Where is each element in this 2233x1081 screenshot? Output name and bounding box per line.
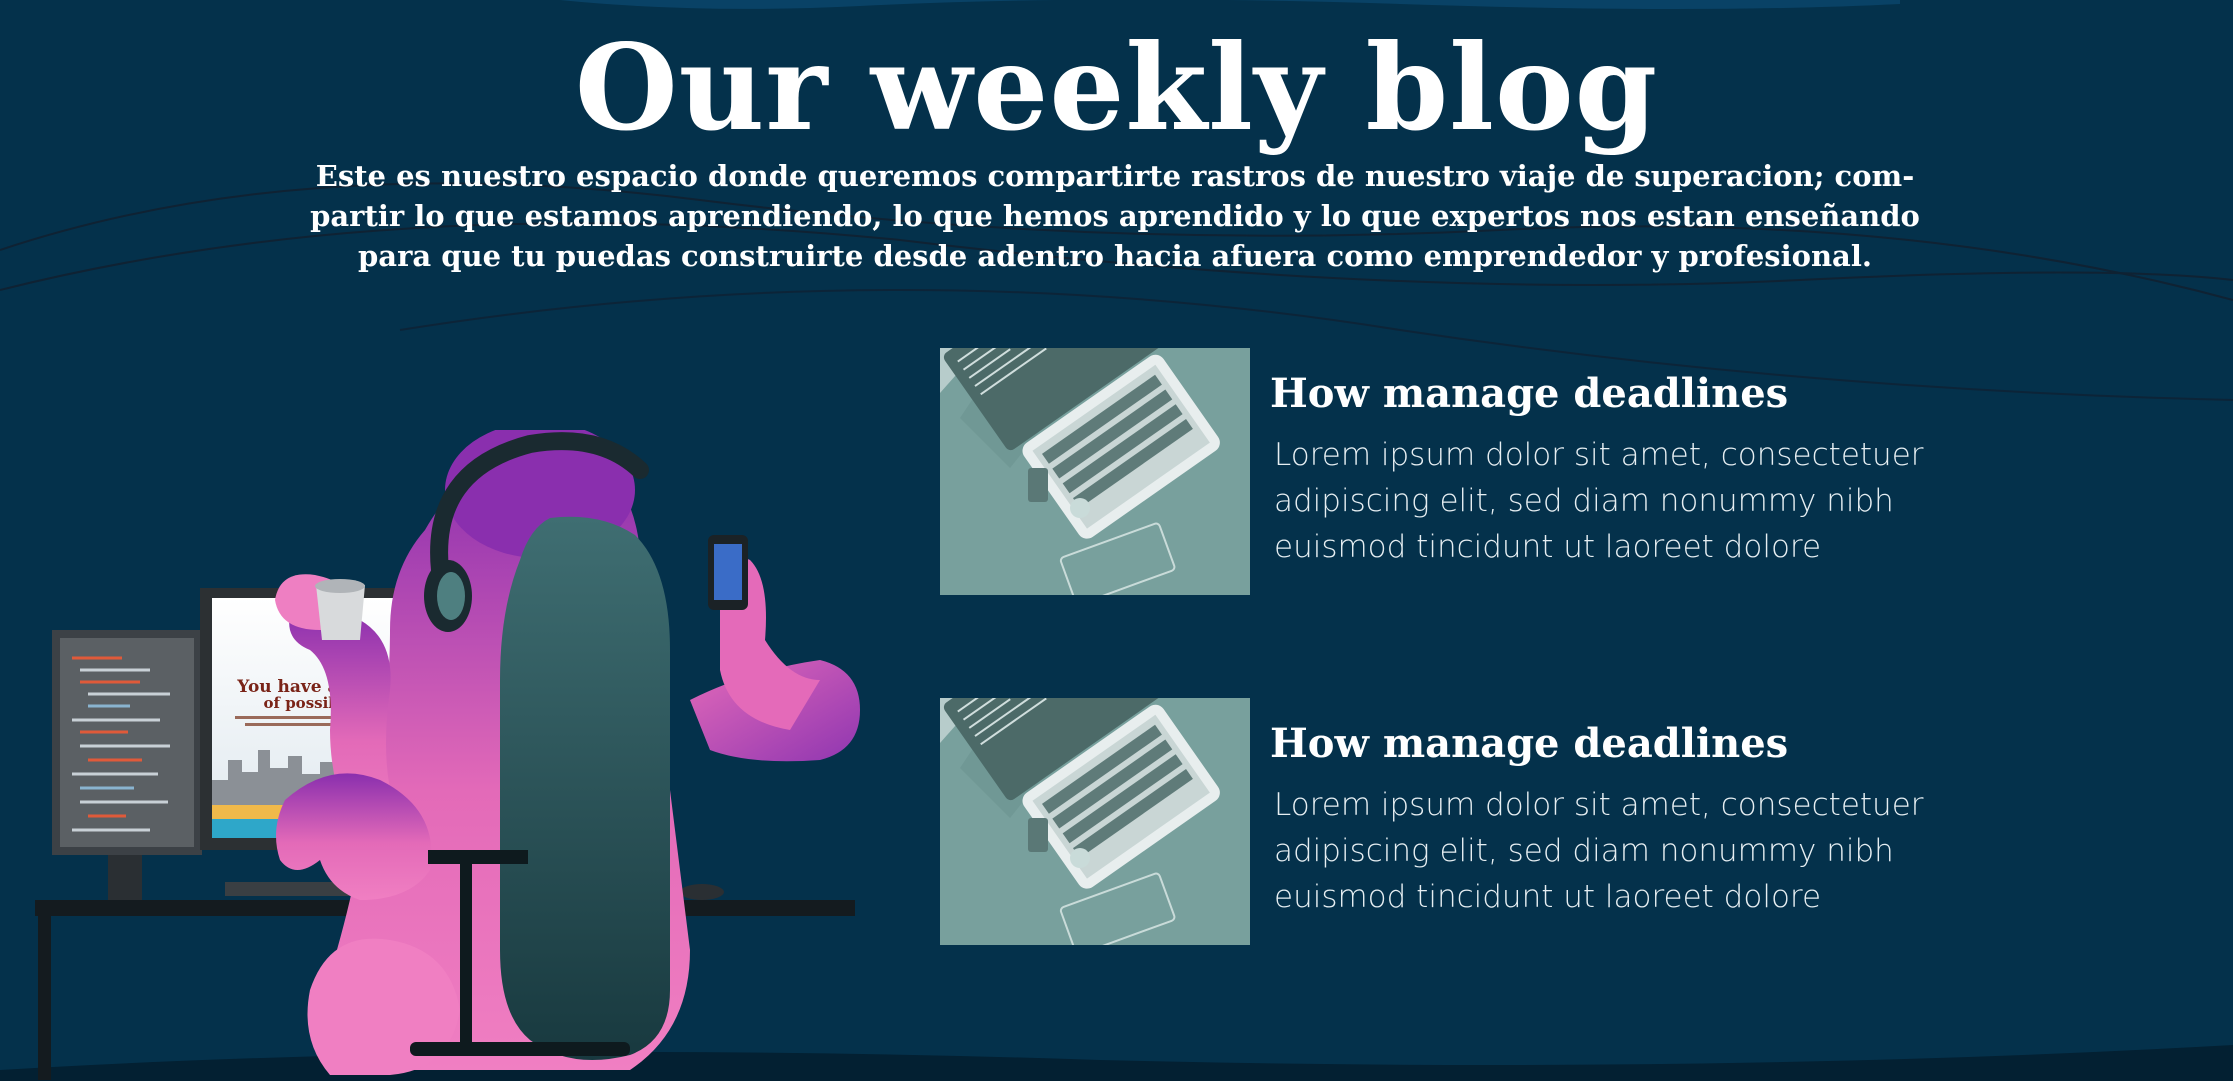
intro-paragraph: Este es nuestro espacio donde queremos c… — [310, 159, 1920, 273]
post-title[interactable]: How manage deadlines — [1270, 370, 1789, 417]
blog-post-card[interactable]: How manage deadlines Lorem ipsum dolor s… — [940, 348, 2040, 598]
page-title: Our weekly blog — [574, 18, 1659, 157]
post-excerpt: Lorem ipsum dolor sit amet, consectetuer… — [1274, 437, 1924, 565]
laptop-photo-thumbnail[interactable] — [940, 348, 1250, 595]
laptop-photo-thumbnail[interactable] — [940, 698, 1250, 945]
post-title[interactable]: How manage deadlines — [1270, 720, 1789, 767]
post-excerpt: Lorem ipsum dolor sit amet, consectetuer… — [1274, 787, 1924, 915]
person-at-desk-illustration: You have an ocean of possibilities — [35, 430, 860, 1080]
blog-post-card[interactable]: How manage deadlines Lorem ipsum dolor s… — [940, 698, 2040, 948]
